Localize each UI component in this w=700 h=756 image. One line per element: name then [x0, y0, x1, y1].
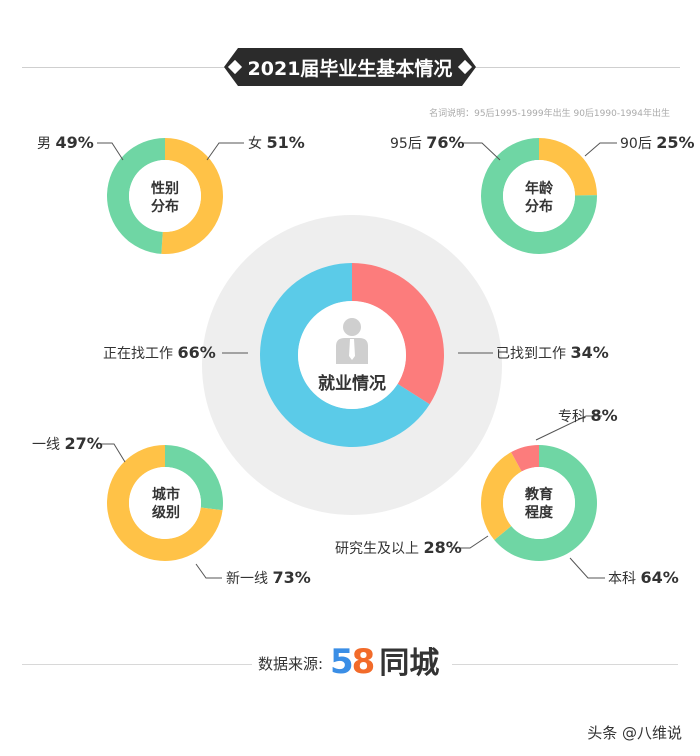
- city-center-line-2: 级别: [152, 504, 180, 521]
- label-found: 已找到工作 34%: [496, 343, 609, 363]
- label-graduate: 研究生及以上 28%: [335, 538, 462, 558]
- label-post95-value: 76%: [426, 133, 465, 152]
- leader-line-post90: [584, 142, 617, 157]
- education-center-label: 教育 程度: [509, 487, 569, 522]
- leader-line-female: [206, 142, 244, 161]
- age-slice-1: [480, 138, 597, 254]
- city-center-line-1: 城市: [152, 487, 180, 503]
- label-post95: 95后 76%: [390, 133, 465, 153]
- label-newtier1-value: 73%: [272, 568, 311, 587]
- label-newtier1: 新一线 73%: [226, 568, 311, 588]
- gender-center-label: 性别 分布: [135, 181, 195, 216]
- label-male-value: 49%: [55, 133, 94, 152]
- label-junior: 专科 8%: [558, 406, 618, 426]
- age-center-line-2: 分布: [525, 198, 553, 215]
- label-found-name: 已找到工作: [496, 346, 566, 362]
- education-slice-0: [494, 445, 598, 561]
- label-post95-name: 95后: [390, 136, 422, 152]
- label-post90: 90后 25%: [620, 133, 695, 153]
- gender-center-line-2: 分布: [151, 198, 179, 215]
- city-slice-0: [165, 445, 223, 511]
- 58-tongcheng-logo: 58 同城: [330, 638, 439, 682]
- education-center-line-1: 教育: [525, 487, 553, 503]
- leader-line-post95: [462, 142, 501, 161]
- label-junior-value: 8%: [590, 406, 618, 425]
- gender-slice-1: [107, 138, 165, 254]
- term-note: 名词说明：95后1995-1999年出生 90后1990-1994年出生: [429, 109, 670, 119]
- label-found-value: 34%: [570, 343, 609, 362]
- label-tier1-value: 27%: [64, 434, 103, 453]
- label-bachelor: 本科 64%: [608, 568, 679, 588]
- label-bachelor-name: 本科: [608, 571, 636, 587]
- label-female-name: 女: [248, 136, 262, 152]
- education-center-line-2: 程度: [525, 504, 553, 521]
- employment-center-line-1: 就业情况: [318, 374, 386, 394]
- label-bachelor-value: 64%: [640, 568, 679, 587]
- logo-digit-5: 5: [330, 642, 354, 682]
- label-female-value: 51%: [266, 133, 305, 152]
- leader-lines: [97, 142, 617, 579]
- employment-slice-1: [259, 263, 430, 447]
- leader-line-tier1: [98, 443, 126, 463]
- logo-digit-8: 8: [351, 642, 376, 682]
- source-rule-left: [22, 664, 252, 665]
- label-junior-name: 专科: [558, 409, 586, 425]
- source-rule-right: [452, 664, 678, 665]
- title-rule-left: [22, 67, 226, 68]
- employment-slice-0: [352, 263, 444, 405]
- age-center-label: 年龄 分布: [509, 181, 569, 216]
- label-newtier1-name: 新一线: [226, 571, 268, 587]
- logo-text: 同城: [379, 646, 440, 681]
- page-title: 2021届毕业生基本情况: [224, 48, 476, 86]
- label-tier1: 一线 27%: [32, 434, 103, 454]
- age-center-line-1: 年龄: [525, 181, 553, 197]
- label-graduate-name: 研究生及以上: [335, 541, 419, 557]
- education-donut-hole: [503, 467, 575, 539]
- gender-slice-0: [161, 138, 224, 254]
- gender-donut-hole: [129, 160, 201, 232]
- leader-line-bachelor: [569, 557, 605, 579]
- label-seeking-value: 66%: [177, 343, 216, 362]
- education-slice-2: [511, 445, 539, 472]
- leader-line-male: [97, 142, 124, 161]
- city-donut-hole: [129, 467, 201, 539]
- title-rule-right: [474, 67, 680, 68]
- employment-center-label: 就业情况: [302, 374, 402, 395]
- city-slice-1: [106, 445, 223, 562]
- label-graduate-value: 28%: [423, 538, 462, 557]
- label-male-name: 男: [37, 136, 51, 152]
- age-donut-hole: [503, 160, 575, 232]
- leader-line-newtier1: [195, 563, 222, 579]
- label-male: 男 49%: [37, 133, 94, 153]
- source-label: 数据来源:: [258, 655, 324, 673]
- label-post90-name: 90后: [620, 136, 652, 152]
- city-center-label: 城市 级别: [136, 487, 196, 522]
- label-tier1-name: 一线: [32, 437, 60, 453]
- label-seeking: 正在找工作 66%: [103, 343, 216, 363]
- person-icon: [336, 318, 368, 364]
- label-seeking-name: 正在找工作: [103, 346, 173, 362]
- label-post90-value: 25%: [656, 133, 695, 152]
- age-slice-0: [539, 138, 597, 196]
- leader-line-junior: [535, 415, 602, 441]
- label-female: 女 51%: [248, 133, 305, 153]
- gender-center-line-1: 性别: [151, 181, 179, 197]
- leader-line-graduate: [451, 535, 489, 549]
- education-slice-1: [481, 452, 522, 540]
- watermark: 头条 @八维说: [587, 724, 682, 742]
